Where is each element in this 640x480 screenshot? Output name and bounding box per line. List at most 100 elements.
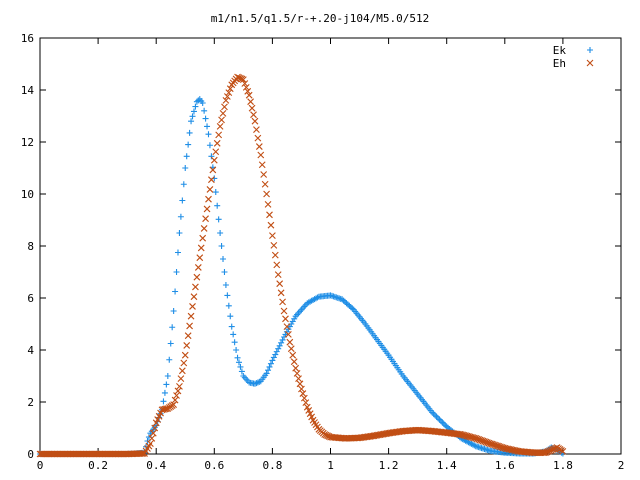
data-point-ek [279,336,286,343]
data-point-ek [182,165,189,171]
data-point-ek [233,347,240,353]
data-point-eh [197,244,205,252]
data-point-ek [186,129,193,136]
data-point-eh [218,116,225,124]
data-point-ek [169,324,176,331]
data-point-ek [202,115,209,122]
data-point-eh [205,195,212,203]
data-point-ek [160,398,167,405]
data-point-eh [190,293,198,301]
data-point-eh [298,385,305,393]
data-point-ek [436,416,443,423]
data-point-ek [225,302,232,309]
data-point-eh [269,232,276,239]
data-point-ek [188,118,195,125]
data-point-eh [244,87,252,95]
x-tick-label: 1.8 [553,459,573,472]
data-point-eh [184,332,192,340]
data-point-eh [292,364,300,372]
data-point-ek [215,216,222,223]
data-point-eh [174,387,182,395]
data-point-ek [222,282,229,288]
data-point-ek [238,368,245,375]
series-eh [36,73,567,458]
data-point-ek [432,412,439,419]
data-point-eh [559,448,567,455]
data-point-eh [250,111,257,119]
data-point-eh [266,211,273,219]
data-point-eh [223,93,231,100]
data-point-ek [439,419,446,426]
data-point-ek [276,342,283,349]
data-point-eh [241,80,249,87]
data-point-eh [149,429,157,437]
data-point-eh [171,396,179,404]
data-point-eh [148,435,156,442]
data-point-eh [181,351,189,359]
x-axis: 0 0.2 0.4 0.6 0.8 1 1.2 1.4 1.6 1.8 2 [37,38,625,472]
data-point-eh [264,201,272,208]
y-tick-label: 8 [27,240,34,253]
x-tick-label: 1.4 [437,459,457,472]
data-point-eh [254,134,262,142]
data-point-ek [221,269,228,275]
x-tick-label: 0.8 [262,459,282,472]
data-point-eh [257,151,265,159]
x-tick-label: 2 [618,459,625,472]
data-point-eh [209,166,217,174]
data-point-eh [183,342,191,349]
data-point-ek [192,103,199,110]
data-point-eh [267,221,275,229]
data-point-eh [283,323,291,330]
data-point-ek [234,354,241,361]
data-point-eh [299,390,307,397]
data-point-ek [269,357,276,364]
data-point-eh [203,205,211,213]
x-tick-label: 1.6 [495,459,515,472]
data-point-eh [271,251,279,259]
data-point-eh [216,123,224,130]
data-point-ek [170,308,177,314]
data-point-ek [272,351,279,358]
data-point-eh [258,161,266,169]
data-point-eh [177,375,185,382]
plot-area [36,73,567,458]
y-tick-label: 16 [21,32,34,45]
data-point-ek [267,360,274,367]
data-point-eh [282,315,289,323]
data-point-eh [255,143,263,150]
data-point-ek [208,153,215,160]
data-point-ek [254,379,261,386]
y-axis: 0 2 4 6 8 10 12 14 16 [21,32,621,461]
data-point-ek [206,142,213,149]
legend-marker-eh [586,59,594,67]
data-point-ek [164,373,171,379]
data-point-eh [222,97,230,104]
data-point-eh [200,225,208,232]
data-point-eh [196,254,204,262]
data-point-eh [302,399,310,407]
data-point-ek [183,153,190,160]
legend-label-eh: Eh [553,57,566,70]
data-point-eh [221,103,228,111]
data-point-eh [300,394,308,402]
data-point-ek [265,367,272,374]
data-point-eh [151,424,159,432]
data-point-eh [226,85,234,93]
data-point-ek [161,389,168,396]
plot-frame [39,37,622,455]
x-tick-label: 0.6 [204,459,224,472]
data-point-eh [261,180,269,188]
data-point-ek [273,348,280,355]
data-point-eh [284,331,292,338]
data-point-eh [187,312,195,320]
data-point-eh [238,75,246,83]
data-point-ek [166,356,173,363]
data-point-ek [204,123,211,130]
data-point-eh [277,289,285,297]
data-point-eh [219,110,227,117]
legend-marker-ek [587,47,593,53]
data-point-eh [173,392,180,399]
data-point-ek [275,345,282,352]
